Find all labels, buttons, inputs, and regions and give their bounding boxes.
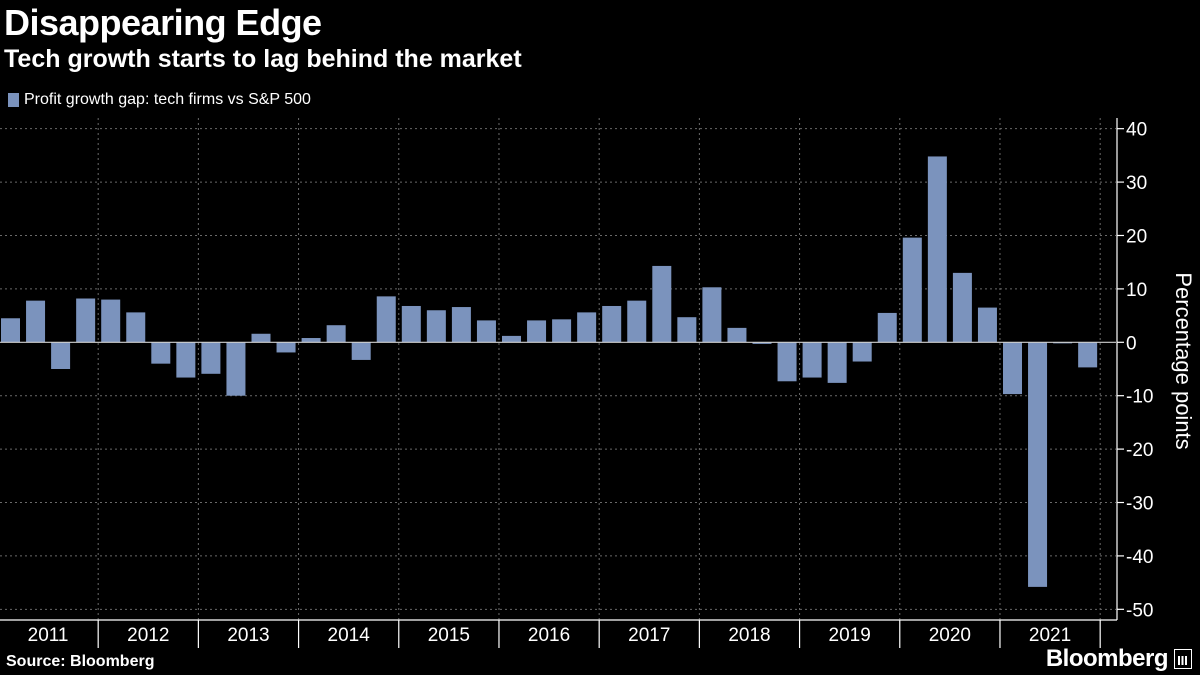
bar	[1028, 342, 1048, 587]
bar	[527, 320, 547, 343]
bar	[351, 342, 371, 360]
bar	[251, 333, 271, 343]
bar	[376, 296, 396, 343]
x-year-label: 2014	[328, 625, 371, 646]
bar	[1003, 342, 1022, 395]
bar	[877, 312, 897, 343]
bar	[802, 342, 822, 378]
x-year-label: 2019	[829, 625, 871, 646]
bar	[927, 156, 947, 343]
bar	[627, 300, 647, 343]
y-axis-title: Percentage points	[1171, 272, 1196, 449]
x-year-label: 2020	[929, 625, 971, 646]
bar	[727, 327, 747, 343]
bar	[401, 305, 421, 343]
x-year-label: 2016	[528, 625, 570, 646]
y-tick-label: 40	[1126, 120, 1147, 141]
terminal-icon	[1174, 649, 1192, 669]
bar	[151, 342, 171, 364]
bar	[451, 307, 471, 343]
bar	[201, 342, 221, 374]
bar	[226, 342, 246, 396]
bar	[827, 342, 847, 383]
bar	[51, 342, 71, 369]
x-year-label: 2012	[127, 625, 169, 646]
bar	[502, 335, 521, 343]
brand-wordmark: Bloomberg	[1045, 645, 1169, 672]
brand-logo: Bloomberg	[1046, 645, 1192, 673]
bar	[952, 272, 972, 343]
y-tick-label: 30	[1126, 173, 1147, 194]
bar	[902, 237, 922, 343]
x-year-label: 2017	[628, 625, 670, 646]
x-year-label: 2021	[1029, 625, 1071, 646]
y-tick-label: -40	[1126, 547, 1153, 568]
y-tick-label: 0	[1126, 333, 1137, 354]
chart-subtitle: Tech growth starts to lag behind the mar…	[4, 45, 522, 73]
bar	[652, 265, 672, 343]
x-year-label: 2015	[428, 625, 470, 646]
bar	[577, 312, 597, 343]
chart-title: Disappearing Edge	[4, 2, 322, 43]
bar	[326, 325, 346, 343]
legend: Profit growth gap: tech firms vs S&P 500	[8, 91, 311, 109]
x-year-label: 2011	[28, 625, 69, 646]
bar	[276, 342, 296, 353]
bar	[101, 299, 121, 343]
bar	[702, 287, 722, 343]
legend-swatch	[8, 93, 19, 107]
x-year-label: 2013	[227, 625, 269, 646]
y-tick-label: -30	[1126, 494, 1153, 515]
bar	[426, 310, 446, 343]
bar	[777, 342, 797, 382]
bar	[552, 319, 572, 343]
bar	[126, 312, 146, 343]
legend-label: Profit growth gap: tech firms vs S&P 500	[24, 91, 311, 108]
source-note: Source: Bloomberg	[6, 653, 155, 670]
bar	[977, 307, 997, 343]
bar	[1, 318, 20, 343]
bar	[752, 342, 772, 344]
bar	[301, 338, 321, 343]
bar	[176, 342, 196, 378]
bar	[677, 317, 697, 343]
y-tick-label: 20	[1126, 226, 1147, 247]
y-tick-label: 10	[1126, 280, 1147, 301]
bar	[26, 300, 46, 343]
bar	[1078, 342, 1098, 368]
x-year-label: 2018	[728, 625, 770, 646]
y-tick-label: -20	[1126, 440, 1153, 461]
bar	[76, 298, 96, 343]
bar	[476, 320, 496, 343]
y-tick-label: -10	[1126, 387, 1153, 408]
bar	[602, 305, 622, 343]
bar	[852, 342, 872, 362]
y-tick-label: -50	[1126, 600, 1153, 621]
